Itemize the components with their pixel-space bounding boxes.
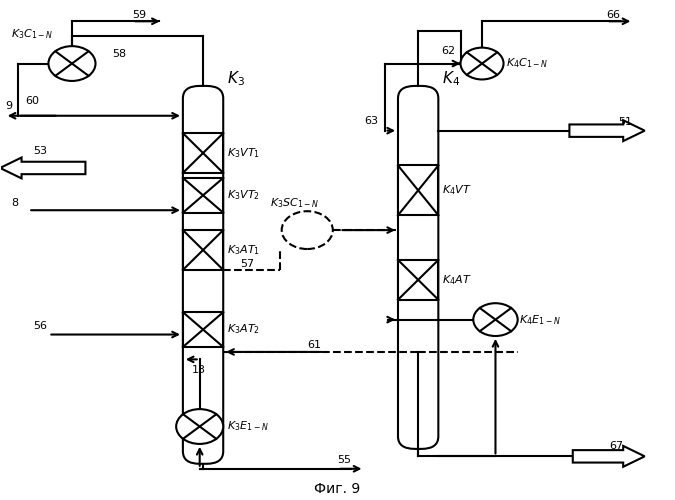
Text: $K_4C_{1-N}$: $K_4C_{1-N}$ <box>506 56 548 70</box>
Text: 8: 8 <box>11 198 19 208</box>
Text: 51: 51 <box>618 116 632 126</box>
Text: 9: 9 <box>5 101 12 111</box>
Text: 59: 59 <box>132 10 146 20</box>
Text: 62: 62 <box>441 46 456 56</box>
Bar <box>183 178 223 212</box>
Bar <box>398 166 438 215</box>
Text: $K_3C_{1-N}$: $K_3C_{1-N}$ <box>11 27 54 40</box>
Text: $K_3AT_2$: $K_3AT_2$ <box>227 322 260 336</box>
Bar <box>183 312 223 347</box>
Text: 66: 66 <box>606 10 620 20</box>
Text: 63: 63 <box>364 116 378 126</box>
Text: $K_4VT$: $K_4VT$ <box>441 184 471 197</box>
Text: $K_3VT_1$: $K_3VT_1$ <box>227 146 260 160</box>
FancyArrow shape <box>570 120 645 141</box>
Text: 67: 67 <box>610 442 624 452</box>
Text: $K_3E_{1-N}$: $K_3E_{1-N}$ <box>227 420 268 434</box>
Text: 53: 53 <box>34 146 48 156</box>
Text: $K_3AT_1$: $K_3AT_1$ <box>227 243 260 257</box>
Text: $K_4$: $K_4$ <box>441 69 460 88</box>
Text: Фиг. 9: Фиг. 9 <box>315 482 360 496</box>
Text: $K_3SC_{1-N}$: $K_3SC_{1-N}$ <box>270 196 320 209</box>
FancyBboxPatch shape <box>398 86 438 449</box>
FancyBboxPatch shape <box>183 86 223 464</box>
Text: $K_3VT_2$: $K_3VT_2$ <box>227 188 260 202</box>
Circle shape <box>49 46 95 81</box>
Text: 60: 60 <box>25 96 39 106</box>
Bar <box>183 230 223 270</box>
Bar <box>183 133 223 173</box>
Text: 56: 56 <box>34 320 48 330</box>
Circle shape <box>176 409 223 444</box>
Text: 61: 61 <box>307 340 321 350</box>
Circle shape <box>281 211 333 249</box>
FancyArrow shape <box>0 158 86 178</box>
Text: $K_3$: $K_3$ <box>227 69 244 88</box>
Text: 58: 58 <box>112 48 126 58</box>
Circle shape <box>473 303 518 336</box>
Bar <box>398 260 438 300</box>
Text: $K_4E_{1-N}$: $K_4E_{1-N}$ <box>519 312 561 326</box>
Text: $K_4AT$: $K_4AT$ <box>441 273 471 286</box>
Circle shape <box>460 48 504 80</box>
Text: 55: 55 <box>338 456 352 466</box>
FancyArrow shape <box>573 446 645 467</box>
Text: 13: 13 <box>192 366 206 376</box>
Text: 57: 57 <box>240 259 254 269</box>
